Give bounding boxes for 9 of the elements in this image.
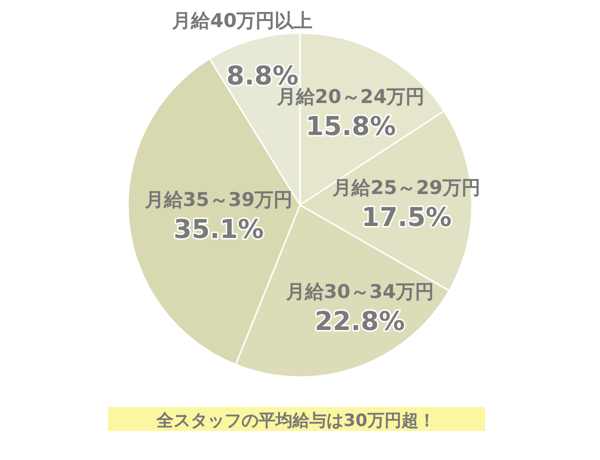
data-label: 35.1% bbox=[174, 215, 264, 246]
data-label: 17.5% bbox=[361, 202, 452, 233]
data-label: 15.8% bbox=[306, 112, 396, 142]
text: 全スタッフの平均給与は30万円超！ bbox=[156, 411, 436, 431]
slice-label: 月給25～29万円 bbox=[332, 176, 481, 199]
slice-label: 月給35～39万円 bbox=[144, 189, 293, 212]
slice-label: 月給30～34万円 bbox=[284, 280, 434, 303]
slice-label: 月給40万円以上 bbox=[171, 10, 313, 32]
data-label: 22.8% bbox=[314, 306, 405, 337]
